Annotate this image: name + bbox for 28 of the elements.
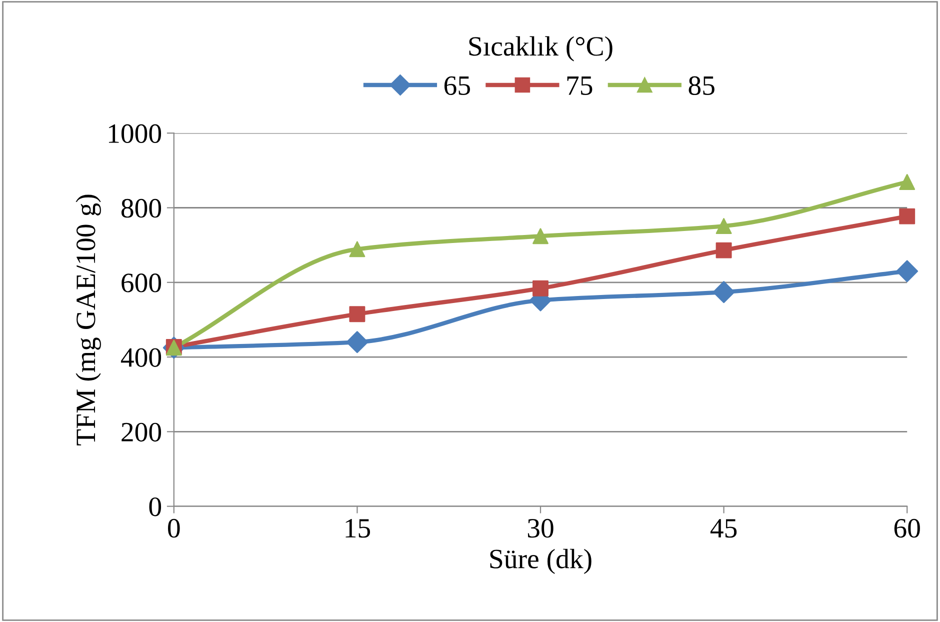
y-tick-label: 800 <box>121 198 162 218</box>
y-tick-label: 200 <box>122 422 162 442</box>
point <box>349 306 366 322</box>
x-tick-label: 45 <box>710 519 737 538</box>
point <box>712 281 735 304</box>
x-tick-label: 60 <box>894 518 920 538</box>
point <box>896 260 918 282</box>
point <box>716 218 732 234</box>
x-tick-label: 15 <box>346 519 370 538</box>
point <box>899 208 916 224</box>
point <box>532 228 548 244</box>
y-tick-label: 600 <box>122 274 162 292</box>
legend-label: 85 <box>688 76 714 95</box>
x-tick-label: 30 <box>528 518 554 538</box>
point <box>349 241 366 258</box>
x-tick-label: 0 <box>168 518 180 538</box>
y-axis-title: TFM (mg GAE/100 g) <box>76 194 101 446</box>
point <box>346 331 368 354</box>
point <box>716 242 732 258</box>
y-tick-label: 1000 <box>108 124 162 144</box>
point <box>532 280 548 296</box>
y-tick-label: 0 <box>149 497 162 516</box>
point <box>899 174 916 190</box>
x-axis-title: Süre (dk) <box>490 548 592 574</box>
legend-label: 65 <box>444 76 470 95</box>
legend-title: Sıcaklık (°C) <box>469 36 612 62</box>
y-tick-label: 400 <box>120 348 162 367</box>
legend-label: 75 <box>567 76 592 95</box>
